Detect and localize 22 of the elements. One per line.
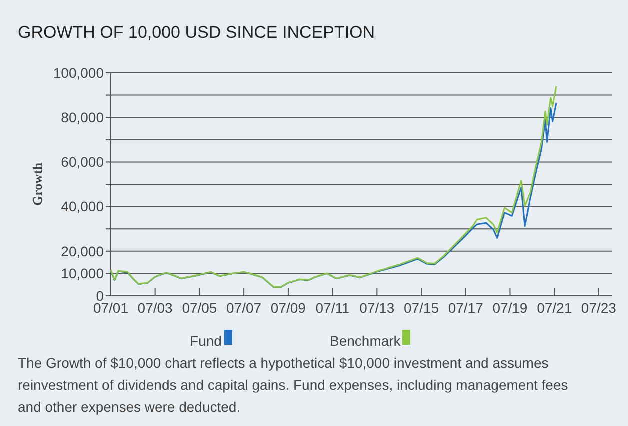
y-axis-title: Growth xyxy=(30,162,45,206)
y-tick-label: 80,000 xyxy=(61,110,104,126)
y-tick-label: 40,000 xyxy=(61,198,104,215)
x-tick-label: 07/13 xyxy=(360,300,395,316)
y-tick-label: 20,000 xyxy=(61,243,104,260)
x-tick-label: 07/15 xyxy=(404,300,440,316)
x-tick-label: 07/23 xyxy=(581,300,617,316)
x-tick-label: 07/09 xyxy=(270,300,306,316)
x-tick-label: 07/11 xyxy=(316,300,350,316)
y-tick-label: 60,000 xyxy=(61,154,104,170)
y-tick-label: 10,000 xyxy=(61,266,104,282)
text: The Growth of $10,000 chart reflects a hypothetical $10,000 investment and assumes reinvestment of dividends and capital gains. Fund expenses, including management fees and other expenses were deducted. xyxy=(18,355,568,415)
chart-title: GROWTH OF 10,000 USD SINCE INCEPTION xyxy=(18,23,376,42)
x-tick-label: 07/03 xyxy=(138,300,174,316)
x-tick-label: 07/07 xyxy=(226,300,262,316)
x-tick-label: 07/05 xyxy=(182,300,218,316)
legend-label: Benchmark xyxy=(330,333,402,349)
legend-label: Fund xyxy=(190,333,222,349)
y-tick-label: 100,000 xyxy=(53,64,104,81)
x-tick-label: 07/21 xyxy=(537,300,572,316)
x-tick-label: 07/17 xyxy=(448,300,484,316)
x-tick-label: 07/19 xyxy=(492,300,528,316)
